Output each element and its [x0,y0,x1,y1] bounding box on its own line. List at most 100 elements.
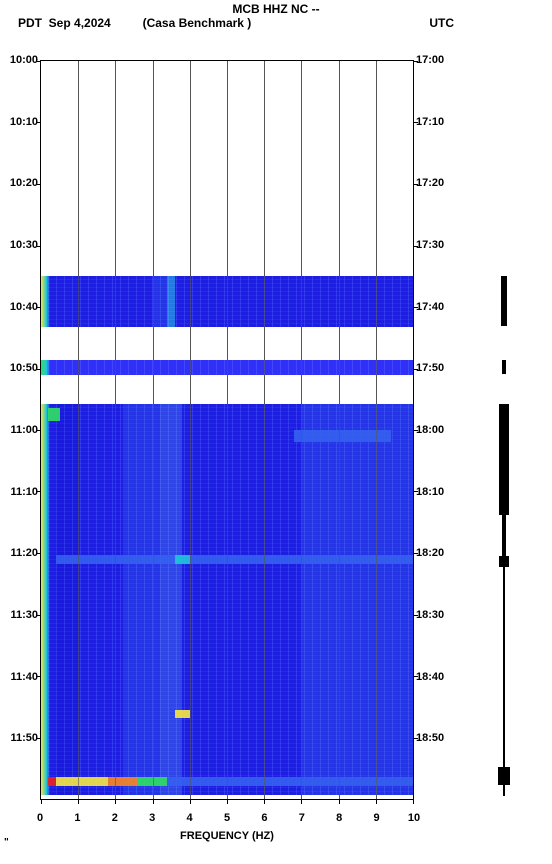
right-time-label: 18:00 [416,424,444,436]
spectrogram-cell [175,276,413,326]
spectrogram-cell [41,276,153,326]
left-time-axis-labels: 10:0010:1010:2010:3010:4010:5011:0011:10… [2,60,38,800]
right-y-tick [413,553,418,554]
spectrogram-cell [167,276,174,326]
spectrogram-edge [41,276,50,326]
gridline-v-overlay [78,61,79,799]
x-tick-label: 5 [224,812,230,824]
spectrogram-edge [41,404,50,795]
spectrogram-hot-cell [48,408,59,421]
left-y-tick [36,246,41,247]
header-left: PDT Sep 4,2024 [18,16,143,30]
right-y-tick [413,369,418,370]
x-tick-label: 1 [74,812,80,824]
spectrogram-cell [301,404,413,795]
left-time-label: 11:20 [10,547,38,559]
right-tz: UTC [329,16,534,30]
x-axis-tick-labels: 012345678910 [40,812,414,826]
right-y-tick [413,61,418,62]
x-tick [41,799,42,804]
left-time-label: 11:50 [10,732,38,744]
spectrogram-cell [160,404,182,795]
right-time-label: 17:00 [416,54,444,66]
left-time-label: 10:00 [10,54,38,66]
right-time-label: 17:10 [416,116,444,128]
x-tick-label: 4 [187,812,193,824]
right-time-label: 17:30 [416,239,444,251]
right-time-label: 18:20 [416,547,444,559]
gridline-v-overlay [264,61,265,799]
waveform-segment [499,556,509,567]
spectrogram-hot-cell [175,710,190,717]
x-axis-title: FREQUENCY (HZ) [40,830,414,842]
gridline-v-overlay [190,61,191,799]
right-y-tick [413,615,418,616]
gridline-v-overlay [339,61,340,799]
right-y-tick [413,122,418,123]
gridline-v-overlay [376,61,377,799]
gridline-v-overlay [153,61,154,799]
x-tick-label: 10 [408,812,420,824]
spectrogram-cell [56,404,78,795]
x-tick-label: 8 [336,812,342,824]
left-time-label: 10:30 [10,239,38,251]
right-time-axis-labels: 17:0017:1017:2017:3017:4017:5018:0018:10… [416,60,452,800]
right-y-tick [413,184,418,185]
x-tick [153,799,154,804]
x-tick [78,799,79,804]
x-tick-label: 2 [112,812,118,824]
spectrogram-cell [123,404,160,795]
waveform-trace [498,60,510,800]
x-tick-label: 9 [374,812,380,824]
x-tick [339,799,340,804]
right-y-tick [413,491,418,492]
left-y-tick [36,61,41,62]
left-time-label: 11:00 [10,424,38,436]
left-time-label: 10:50 [10,362,38,374]
right-time-label: 18:10 [416,486,444,498]
waveform-segment [501,276,507,326]
x-tick-label: 3 [149,812,155,824]
x-tick-label: 7 [299,812,305,824]
x-tick [376,799,377,804]
x-tick [115,799,116,804]
right-time-label: 18:30 [416,609,444,621]
left-time-label: 10:10 [10,116,38,128]
left-y-tick [36,122,41,123]
right-time-label: 17:50 [416,362,444,374]
x-tick [227,799,228,804]
left-y-tick [36,184,41,185]
right-time-label: 17:20 [416,177,444,189]
x-tick-label: 6 [261,812,267,824]
x-tick-label: 0 [37,812,43,824]
waveform-segment [503,567,505,767]
right-time-label: 18:40 [416,671,444,683]
spectrogram-hot-cell [108,777,138,786]
gridline-v-overlay [301,61,302,799]
spectrogram-hot-cell [48,777,55,786]
station-name: (Casa Benchmark ) [143,16,330,30]
spectrogram-plot [40,60,414,800]
x-tick [190,799,191,804]
station-code: MCB HHZ NC -- [0,2,552,16]
header-row: PDT Sep 4,2024 (Casa Benchmark ) UTC [0,16,552,30]
right-y-tick [413,307,418,308]
x-tick [413,799,414,804]
left-time-label: 11:10 [10,486,38,498]
waveform-segment [498,767,510,786]
x-tick [301,799,302,804]
left-time-label: 11:30 [10,609,38,621]
right-y-tick [413,430,418,431]
right-y-tick [413,676,418,677]
spectrogram-cell [153,276,168,326]
header-date: Sep 4,2024 [49,16,111,30]
spectrogram-hot-cell [56,777,108,786]
left-time-label: 10:20 [10,177,38,189]
right-time-label: 17:40 [416,301,444,313]
left-tz: PDT [18,16,42,30]
right-y-tick [413,246,418,247]
header: MCB HHZ NC -- PDT Sep 4,2024 (Casa Bench… [0,0,552,30]
corner-mark: " [4,837,9,848]
gridline-v-overlay [115,61,116,799]
waveform-segment [502,360,506,375]
